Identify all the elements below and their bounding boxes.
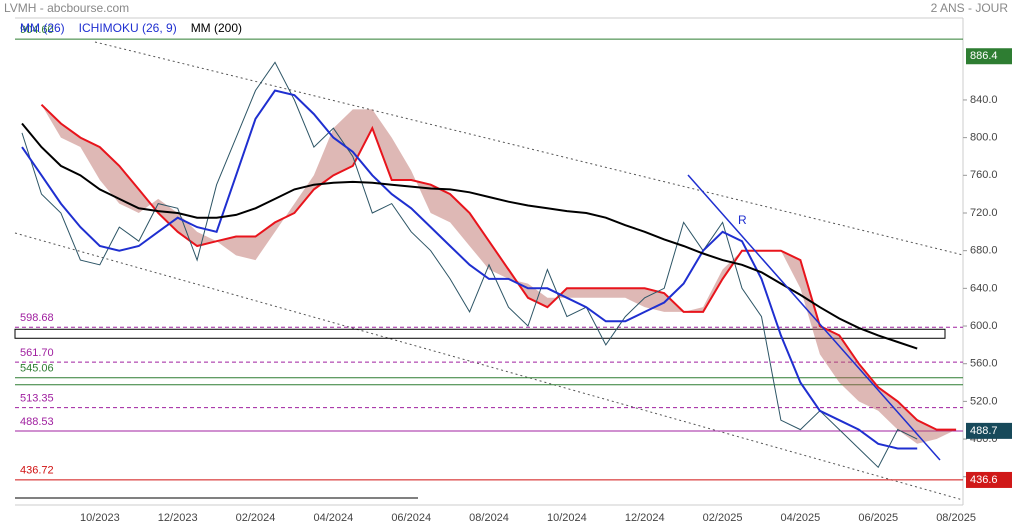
level-label: 598.68 <box>20 312 54 324</box>
price-tag-label: 886.4 <box>970 50 998 62</box>
y-tick-label: 800.0 <box>970 132 998 144</box>
level-label: 513.35 <box>20 393 54 405</box>
price-tag-label: 436.6 <box>970 474 998 486</box>
x-tick-label: 08/2024 <box>469 512 509 524</box>
level-label: 561.70 <box>20 347 54 359</box>
ichimoku-span-b <box>40 103 957 431</box>
x-tick-label: 10/2023 <box>80 512 120 524</box>
legend-entry: ICHIMOKU (26, 9) <box>79 21 177 35</box>
y-tick-label: 560.0 <box>970 358 998 370</box>
series-line <box>21 89 918 450</box>
x-tick-label: 04/2024 <box>313 512 353 524</box>
chart-subtitle: 2 ANS - JOUR <box>931 1 1009 15</box>
price-tag <box>966 422 1012 439</box>
y-tick-label: 840.0 <box>970 94 998 106</box>
price-tag <box>966 471 1012 488</box>
y-tick-label: 600.0 <box>970 320 998 332</box>
series-line <box>21 61 918 469</box>
level-label: 904.60 <box>20 24 54 36</box>
legend-entry: MM (200) <box>191 21 242 35</box>
x-tick-label: 04/2025 <box>781 512 821 524</box>
chart-title: LVMH - abcbourse.com <box>4 1 129 15</box>
price-tag-label: 488.7 <box>970 425 998 437</box>
x-tick-label: 08/2025 <box>936 512 976 524</box>
y-tick-label: 720.0 <box>970 207 998 219</box>
x-tick-label: 06/2024 <box>391 512 431 524</box>
annotation: R <box>738 213 747 227</box>
level-label: 488.53 <box>20 416 54 428</box>
zone-box <box>14 328 946 339</box>
x-tick-label: 06/2025 <box>858 512 898 524</box>
legend-entry: MM (26) <box>20 21 65 35</box>
x-tick-label: 02/2025 <box>703 512 743 524</box>
x-tick-label: 02/2024 <box>236 512 276 524</box>
y-tick-label: 520.0 <box>970 395 998 407</box>
level-label: 545.06 <box>20 363 54 375</box>
x-tick-label: 12/2024 <box>625 512 665 524</box>
price-tag <box>966 48 1012 65</box>
x-tick-label: 10/2024 <box>547 512 587 524</box>
y-tick-label: 760.0 <box>970 169 998 181</box>
channel-lower <box>14 232 964 501</box>
trend-line <box>687 174 941 461</box>
channel-upper <box>94 41 964 256</box>
x-tick-label: 12/2023 <box>158 512 198 524</box>
level-label: 436.72 <box>20 465 54 477</box>
y-tick-label: 640.0 <box>970 282 998 294</box>
y-tick-label: 680.0 <box>970 245 998 257</box>
series-line <box>21 122 918 350</box>
